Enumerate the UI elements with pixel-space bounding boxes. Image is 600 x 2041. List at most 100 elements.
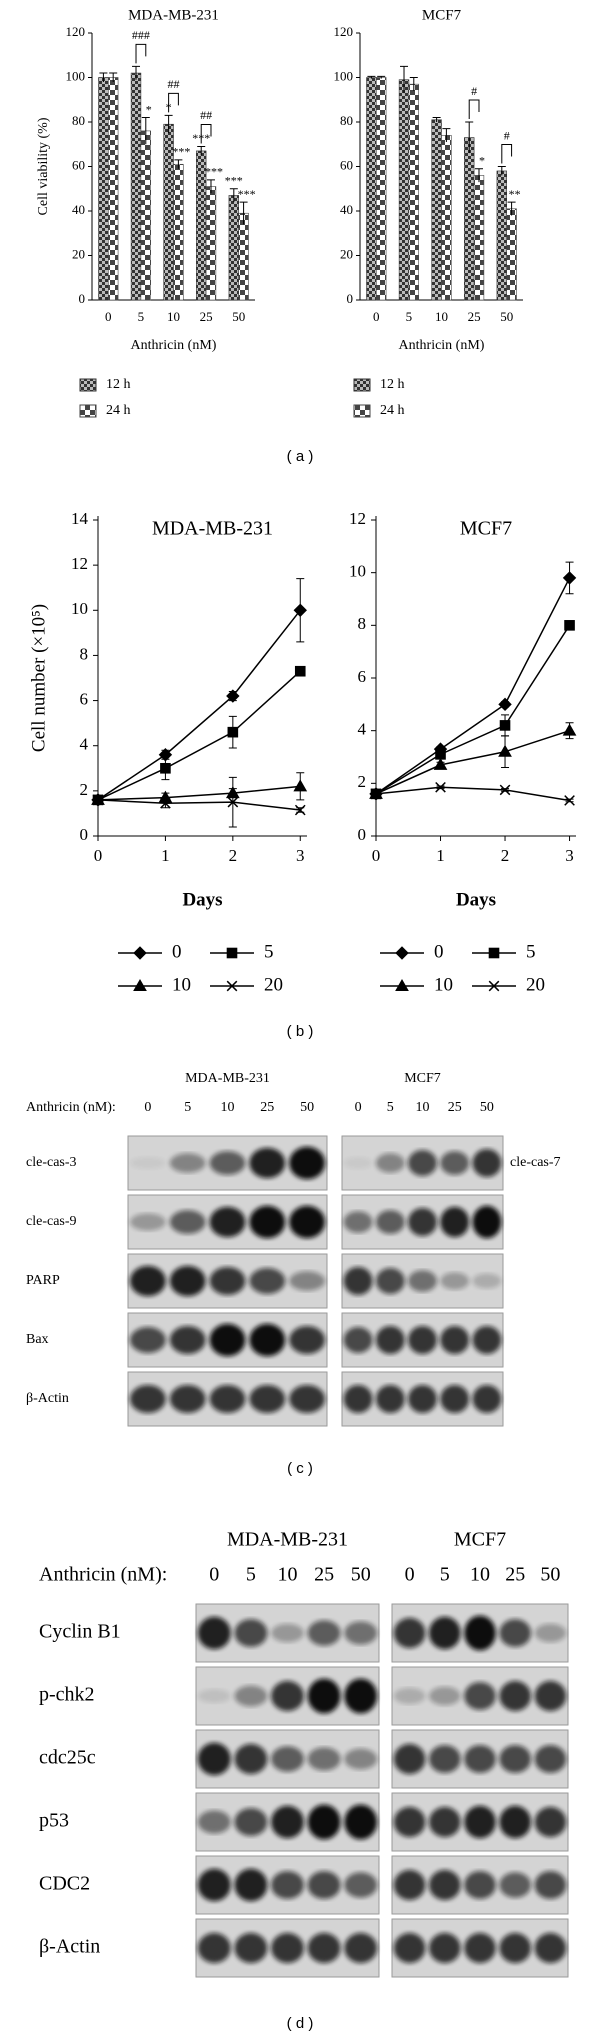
- blot-band: [343, 1211, 373, 1233]
- marker: [435, 749, 446, 760]
- blot-band: [307, 1678, 341, 1714]
- blot-row-label: cle-cas-9: [26, 1214, 77, 1229]
- blot-band: [289, 1205, 326, 1239]
- blot-band: [129, 1327, 166, 1353]
- legend-label: 24 h: [106, 403, 131, 418]
- blot-band: [249, 1323, 286, 1357]
- y-tick-label: 6: [358, 667, 367, 686]
- blot-band: [440, 1206, 470, 1238]
- lane-label: 25: [260, 1100, 274, 1115]
- y-tick-label: 8: [80, 644, 89, 663]
- blot-band: [408, 1150, 437, 1176]
- error-bar: [497, 166, 506, 176]
- panel-label: ( c ): [287, 1460, 313, 1477]
- bar: [108, 77, 119, 301]
- blot-band: [169, 1384, 206, 1414]
- legend-label: 10: [434, 974, 453, 995]
- legend-swatch: [79, 404, 97, 418]
- blot-band: [440, 1272, 470, 1290]
- lane-label: 0: [405, 1564, 415, 1586]
- y-tick-label: 2: [358, 772, 367, 791]
- legend-label: 0: [172, 941, 182, 962]
- blot-band: [375, 1268, 405, 1294]
- lane-label: 5: [387, 1100, 394, 1115]
- y-tick-label: 8: [358, 614, 367, 633]
- blot-band: [408, 1325, 437, 1355]
- error-bar: [432, 117, 441, 122]
- blot-band: [534, 1680, 567, 1712]
- blot-band: [271, 1680, 304, 1712]
- legend-label: 20: [264, 974, 283, 995]
- bracket: [501, 144, 513, 164]
- x-tick-label: 0: [372, 846, 381, 865]
- series-line: [375, 577, 571, 795]
- blot-band: [534, 1806, 567, 1838]
- y-tick-label: 60: [340, 157, 353, 172]
- series-line: [375, 786, 570, 802]
- blot-band: [209, 1151, 246, 1175]
- blot-band: [499, 1932, 532, 1964]
- y-tick-label: 0: [347, 291, 354, 306]
- lane-label: 0: [355, 1100, 362, 1115]
- bar: [431, 119, 442, 301]
- marker: [294, 665, 306, 677]
- chart-title: MCF7: [422, 7, 462, 23]
- blot-band: [234, 1685, 268, 1707]
- y-tick-label: 12: [349, 509, 366, 528]
- blot-band: [499, 1805, 532, 1839]
- blot-band: [344, 1678, 378, 1714]
- blot-band: [169, 1265, 206, 1297]
- blot-band: [393, 1869, 426, 1901]
- bar: [506, 208, 517, 301]
- lane-label: 25: [448, 1100, 462, 1115]
- x-tick-label: 25: [200, 309, 213, 324]
- blot-band: [472, 1205, 502, 1239]
- error-bar: [367, 75, 376, 79]
- series-line: [97, 609, 301, 801]
- chart-title: MCF7: [460, 518, 512, 540]
- legend-label: 12 h: [380, 377, 405, 392]
- marker: [226, 689, 240, 703]
- lane-label: 10: [221, 1100, 235, 1115]
- legend-label: 20: [526, 974, 545, 995]
- blot-band: [271, 1746, 304, 1772]
- legend-label: 0: [434, 941, 444, 962]
- legend-marker: [226, 980, 238, 992]
- lane-label: 50: [480, 1100, 494, 1115]
- marker: [562, 571, 577, 585]
- significance: *: [146, 102, 152, 116]
- lane-label: 0: [209, 1564, 219, 1586]
- x-tick-label: 2: [501, 846, 510, 865]
- bar: [473, 175, 485, 301]
- legend-marker: [395, 946, 409, 960]
- lane-label: 5: [184, 1100, 191, 1115]
- y-axis-title: Cell viability (%): [36, 117, 51, 215]
- blot-band: [393, 1617, 426, 1649]
- series-line: [97, 799, 301, 811]
- blot-band: [169, 1210, 206, 1234]
- bar: [205, 186, 217, 301]
- significance: ***: [205, 165, 223, 179]
- bracket-label: #: [471, 84, 477, 98]
- blot-row-label: cle-cas-3: [26, 1155, 77, 1170]
- blot-band: [393, 1932, 426, 1964]
- blot-band: [534, 1623, 567, 1643]
- blot-group-title: MCF7: [404, 1071, 441, 1086]
- blot-band: [169, 1325, 206, 1355]
- legend-marker: [488, 980, 500, 992]
- blot-band: [464, 1745, 496, 1773]
- blot-band: [428, 1806, 461, 1838]
- bracket-label: #: [504, 128, 510, 142]
- x-tick-label: 5: [406, 309, 413, 324]
- blot-band: [472, 1325, 502, 1355]
- legend-label: 5: [526, 941, 536, 962]
- blot-band: [234, 1743, 268, 1775]
- chart-title: MDA-MB-231: [152, 518, 273, 540]
- blot-band: [271, 1932, 304, 1964]
- error-bar: [206, 179, 215, 194]
- marker: [160, 762, 171, 774]
- legend-swatch: [353, 378, 371, 392]
- marker: [227, 726, 239, 738]
- error-bar: [164, 114, 173, 134]
